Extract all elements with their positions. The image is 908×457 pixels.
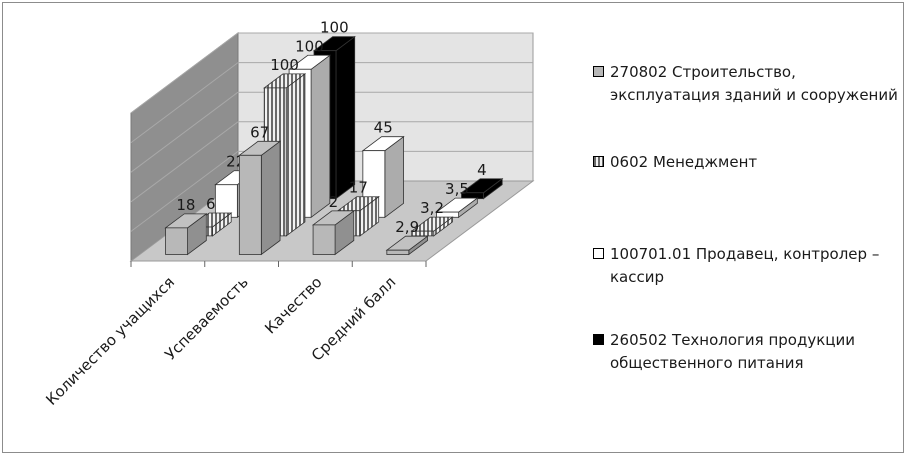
bar-100701-01-продавец-контр-успеваемость-side [310, 54, 331, 219]
legend-item-3: 100701.01 Продавец, контролер – кассир [593, 243, 900, 289]
data-label-bar-0602-менеджмент-успеваемость: 100 [270, 56, 299, 74]
data-label-bar-270802-строительство-экс-количество-учащихся: 18 [176, 196, 195, 214]
gridline [130, 150, 239, 232]
bar-260502-технология-продук-успеваемость-side [335, 35, 356, 200]
data-label-bar-100701-01-продавец-контр-качество: 45 [374, 119, 393, 137]
gridline [130, 121, 239, 203]
data-label-bar-270802-строительство-экс-успеваемость: 67 [250, 123, 269, 141]
chart-plot: 5100422100453,56100173,2186722,9Количест… [42, 19, 535, 409]
legend-label: 260502 Технология продукции общественног… [610, 331, 855, 372]
data-label-bar-270802-строительство-экс-средний-балл: 2,9 [395, 218, 419, 236]
legend-swatch-icon [593, 334, 604, 345]
data-label-bar-260502-технология-продук-средний-балл: 4 [477, 161, 487, 179]
gridline [130, 62, 239, 144]
x-tick-label-количество-учащихся: Количество учащихся [42, 273, 178, 409]
bar-100701-01-продавец-контр-количество-учащихся-front [214, 184, 238, 218]
bar-270802-строительство-экс-успеваемость-side [260, 140, 281, 256]
legend-item-2: 0602 Менеджмент [593, 151, 900, 174]
legend-swatch-icon [593, 66, 604, 77]
legend-swatch-icon [593, 248, 604, 259]
bar-0602-менеджмент-успеваемость-side [285, 73, 306, 237]
data-label-bar-270802-строительство-экс-качество: 2 [329, 193, 339, 211]
data-label-bar-0602-менеджмент-количество-учащихся: 6 [206, 195, 216, 213]
legend-label: 0602 Менеджмент [610, 153, 758, 171]
bar-270802-строительство-экс-средний-балл-front [386, 249, 410, 255]
data-label-bar-0602-менеджмент-средний-балл: 3,2 [420, 199, 444, 217]
gridline [130, 91, 239, 173]
data-label-bar-260502-технология-продук-успеваемость: 100 [320, 19, 349, 37]
legend-item-4: 260502 Технология продукции общественног… [593, 329, 900, 375]
data-label-bar-0602-менеджмент-качество: 17 [349, 179, 368, 197]
bar-270802-строительство-экс-количество-учащихся-front [165, 227, 188, 255]
legend-label: 270802 Строительство, эксплуатация здани… [610, 63, 898, 104]
legend-item-1: 270802 Строительство, эксплуатация здани… [593, 61, 900, 107]
data-label-bar-100701-01-продавец-контр-успеваемость: 100 [295, 37, 324, 55]
data-label-bar-100701-01-продавец-контр-средний-балл: 3,5 [445, 180, 469, 198]
x-tick-label-качество: Качество [261, 273, 325, 337]
legend-label: 100701.01 Продавец, контролер – кассир [610, 245, 880, 286]
bar-270802-строительство-экс-успеваемость-front [238, 154, 262, 255]
legend-swatch-icon [593, 156, 604, 167]
gridline [130, 32, 239, 114]
bar-270802-строительство-экс-качество-front [312, 224, 336, 255]
